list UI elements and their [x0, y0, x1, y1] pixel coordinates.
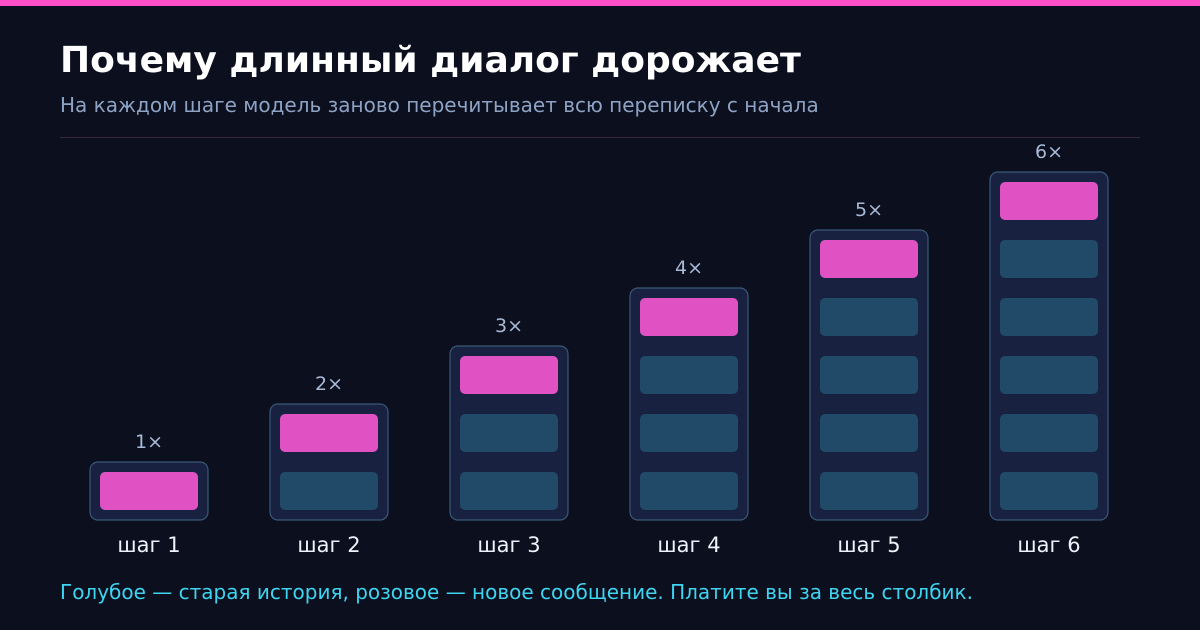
step-label: шаг 2 [297, 533, 360, 557]
old-history-block [640, 472, 738, 510]
old-history-block [1000, 472, 1098, 510]
new-message-block [820, 240, 918, 278]
old-history-block [460, 414, 558, 452]
multiplier-label: 6× [1035, 141, 1063, 163]
new-message-block [640, 298, 738, 336]
page-subtitle: На каждом шаге модель заново перечитывае… [60, 93, 819, 117]
step-column [989, 171, 1109, 521]
step-label: шаг 4 [657, 533, 720, 557]
multiplier-label: 5× [855, 199, 883, 221]
page-title: Почему длинный диалог дорожает [60, 40, 801, 81]
accent-bar [0, 0, 1200, 6]
step-label: шаг 6 [1017, 533, 1080, 557]
multiplier-label: 1× [135, 431, 163, 453]
step-label: шаг 3 [477, 533, 540, 557]
old-history-block [1000, 356, 1098, 394]
old-history-block [820, 414, 918, 452]
new-message-block [100, 472, 198, 510]
old-history-block [640, 414, 738, 452]
old-history-block [640, 356, 738, 394]
new-message-block [280, 414, 378, 452]
old-history-block [820, 356, 918, 394]
old-history-block [820, 298, 918, 336]
multiplier-label: 3× [495, 315, 523, 337]
step-label: шаг 5 [837, 533, 900, 557]
multiplier-label: 4× [675, 257, 703, 279]
old-history-block [1000, 414, 1098, 452]
old-history-block [460, 472, 558, 510]
new-message-block [460, 356, 558, 394]
old-history-block [280, 472, 378, 510]
divider [60, 137, 1140, 138]
old-history-block [1000, 240, 1098, 278]
new-message-block [1000, 182, 1098, 220]
multiplier-label: 2× [315, 373, 343, 395]
step-column [629, 287, 749, 521]
step-label: шаг 1 [117, 533, 180, 557]
old-history-block [1000, 298, 1098, 336]
old-history-block [820, 472, 918, 510]
legend-note: Голубое — старая история, розовое — ново… [60, 580, 973, 604]
